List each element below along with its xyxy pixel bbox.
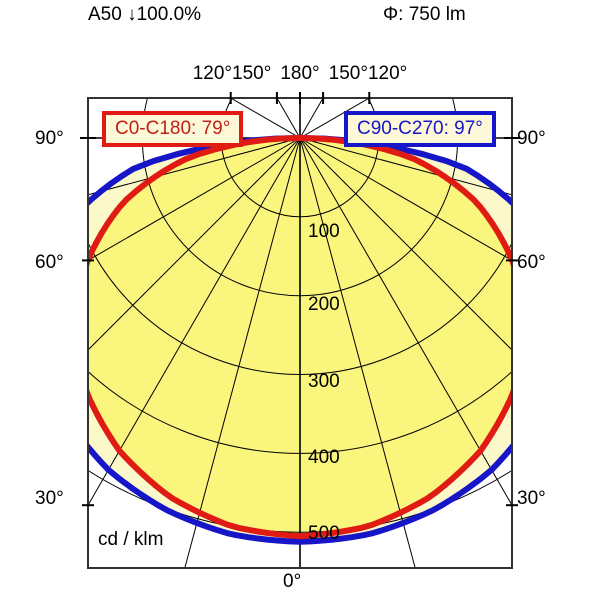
- frame-ticks: [80, 92, 520, 507]
- curve-c0-c180: [88, 135, 512, 540]
- ring-label-200: 200: [308, 294, 340, 315]
- top-angle-label-120-right: 120°: [367, 63, 408, 84]
- top-angle-label-180: 180°: [280, 63, 320, 84]
- left-angle-label-90: 90°: [35, 128, 64, 149]
- legend-c0-c180[interactable]: C0-C180: 79°: [102, 111, 244, 147]
- left-angle-label-60: 60°: [35, 252, 64, 273]
- curve-c90-c270: [88, 135, 512, 545]
- bottom-angle-label-0: 0°: [283, 571, 302, 592]
- left-angle-label-30: 30°: [35, 488, 64, 509]
- ring-label-500: 500: [308, 523, 340, 544]
- top-angle-label-150-left: 150°: [232, 63, 272, 84]
- unit-label: cd / klm: [98, 529, 164, 550]
- right-angle-label-90: 90°: [517, 128, 546, 149]
- header-right-label: Φ: 750 lm: [383, 4, 466, 25]
- top-angle-label-150-right: 150°: [328, 63, 368, 84]
- ring-label-400: 400: [308, 447, 340, 468]
- intensity-curves: [88, 135, 512, 545]
- top-angle-label-120-left: 120°: [192, 63, 233, 84]
- ring-label-300: 300: [308, 371, 340, 392]
- ring-label-100: 100: [308, 221, 340, 242]
- right-angle-label-60: 60°: [517, 252, 546, 273]
- header-left-label: A50 ↓100.0%: [88, 4, 202, 25]
- legend-c90-c270[interactable]: C90-C270: 97°: [344, 111, 496, 147]
- top-angle-labels: 120°150° 180° 150°120°: [88, 63, 512, 85]
- right-angle-label-30: 30°: [517, 488, 546, 509]
